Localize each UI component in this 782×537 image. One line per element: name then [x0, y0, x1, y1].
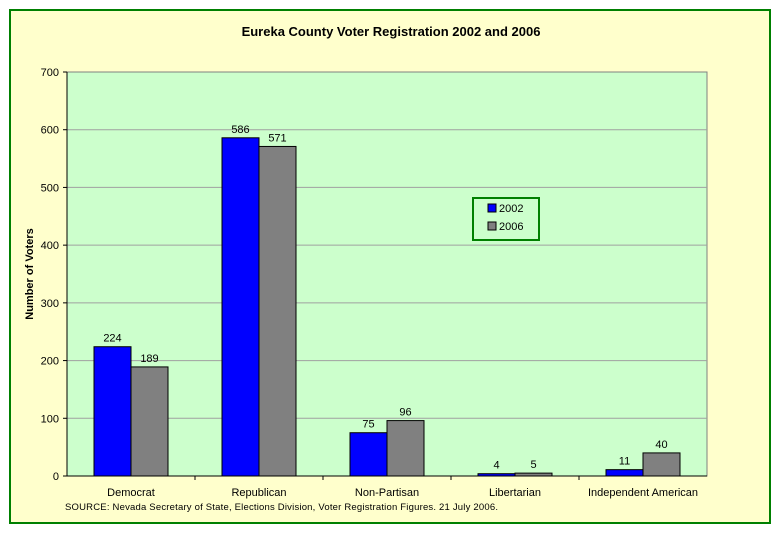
plot-area — [66, 71, 708, 477]
source-note: SOURCE: Nevada Secretary of State, Elect… — [65, 502, 499, 513]
bar-2006 — [258, 145, 297, 477]
data-label: 571 — [268, 132, 286, 144]
y-tick-label: 600 — [41, 125, 59, 137]
data-label: 40 — [655, 439, 667, 451]
legend-swatch-2002 — [487, 203, 497, 213]
data-label: 75 — [362, 419, 374, 431]
y-tick-label: 700 — [41, 67, 59, 79]
data-label: 224 — [103, 333, 121, 345]
y-tick-label: 0 — [53, 471, 59, 483]
legend-box — [472, 197, 540, 241]
data-label: 586 — [231, 124, 249, 136]
x-tick-label: Libertarian — [489, 487, 541, 499]
x-tick-label: Democrat — [107, 487, 155, 499]
bars — [93, 137, 681, 477]
bar-2006 — [642, 452, 681, 477]
data-label: 189 — [140, 353, 158, 365]
data-label: 11 — [619, 456, 630, 468]
x-tick-label: Republican — [231, 487, 286, 499]
x-axis-ticks: Democrat Republican Non-Partisan Libertaria… — [107, 476, 698, 499]
data-label: 96 — [399, 407, 411, 419]
bar-2006 — [386, 420, 425, 477]
legend-label: 2002 — [499, 203, 523, 215]
gridlines — [67, 129, 707, 419]
chart-title: Eureka County Voter Registration 2002 an… — [242, 24, 541, 39]
x-tick-label: Non-Partisan — [355, 487, 419, 499]
data-label: 5 — [530, 459, 536, 471]
legend-label: 2006 — [499, 221, 523, 233]
legend-swatch-2006 — [487, 221, 497, 231]
y-axis-label: Number of Voters — [24, 228, 36, 319]
y-tick-label: 400 — [41, 240, 59, 252]
bar-2002 — [221, 137, 260, 477]
bar-2002 — [349, 432, 388, 477]
bar-2002 — [605, 469, 644, 477]
data-label: 4 — [493, 460, 499, 472]
bar-2006 — [130, 366, 169, 477]
data-labels: 224 189 586 571 75 96 4 5 11 40 — [103, 124, 667, 472]
y-axis-ticks: 0 100 200 300 400 500 600 700 — [41, 67, 67, 483]
y-tick-label: 300 — [41, 298, 59, 310]
legend: 2002 2006 — [472, 197, 540, 241]
x-tick-label: Independent American — [588, 487, 698, 499]
y-tick-label: 200 — [41, 356, 59, 368]
y-tick-label: 500 — [41, 182, 59, 194]
y-tick-label: 100 — [41, 413, 59, 425]
bar-2002 — [93, 346, 132, 477]
